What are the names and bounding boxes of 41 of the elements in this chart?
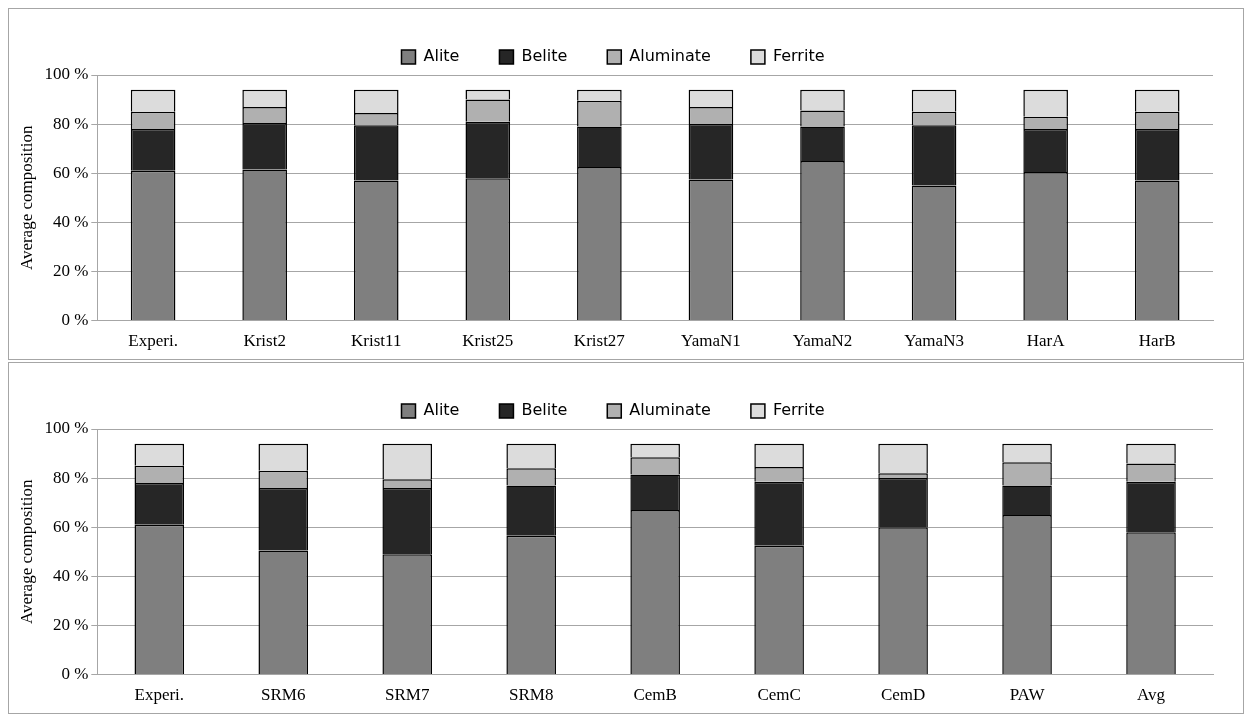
y-tick-label: 40 % [52,211,89,231]
x-tick-label: Krist2 [243,331,286,351]
x-tick-label: CemD [880,685,926,705]
y-tick-label: 80 % [52,113,89,133]
y-tick-label: 20 % [52,614,89,634]
x-tick-label: CemB [633,685,677,705]
legend-label: Belite [521,400,568,420]
x-tick-label: SRM7 [385,685,430,705]
x-tick-label: YamaN2 [792,331,853,351]
y-tick-label: 40 % [52,565,89,585]
x-tick-label: SRM6 [261,685,306,705]
y-tick-label: 80 % [52,467,89,487]
x-tick-label: SRM8 [508,685,554,705]
x-tick-label: Experi. [128,331,178,351]
y-tick-label: 60 % [52,516,89,536]
y-axis-title: Average composition [16,125,36,271]
x-tick-label: Experi. [134,685,185,705]
legend-label: Belite [521,46,568,66]
y-tick-label: 0 % [61,310,89,330]
x-tick-label: Krist11 [351,331,402,351]
x-tick-label: Krist27 [573,331,626,351]
y-tick-label: 100 % [44,418,89,438]
y-tick-label: 100 % [44,64,89,84]
x-tick-label: HarA [1026,331,1066,351]
x-tick-label: YamaN3 [904,331,964,351]
x-tick-label: PAW [1009,685,1046,705]
y-tick-label: 0 % [61,664,89,684]
x-tick-label: Krist25 [462,331,514,351]
y-tick-label: 60 % [52,162,89,182]
y-tick-label: 20 % [52,260,89,280]
legend-label: Aluminate [629,400,711,420]
legend-label: Ferrite [772,400,825,420]
legend-label: Alite [423,400,460,420]
x-tick-label: HarB [1138,331,1176,351]
legend-label: Ferrite [772,46,825,66]
y-axis-title: Average composition [16,479,36,625]
legend-label: Alite [423,46,460,66]
x-tick-label: CemC [757,685,801,705]
legend-label: Aluminate [629,46,711,66]
x-tick-label: Avg [1137,685,1166,705]
x-tick-label: YamaN1 [681,331,741,351]
